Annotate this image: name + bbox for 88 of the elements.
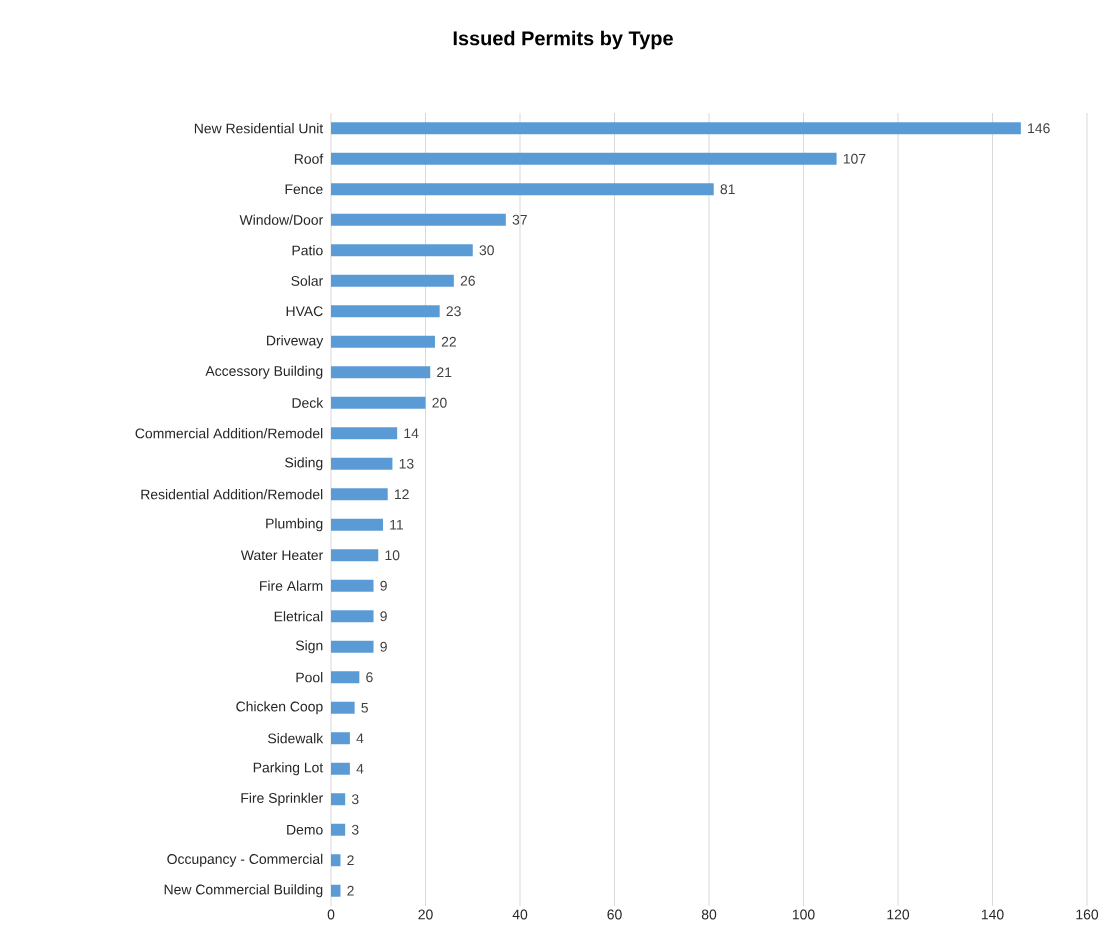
- bar: [331, 762, 350, 775]
- data-label: 5: [361, 702, 369, 713]
- data-label: 146: [1028, 123, 1050, 134]
- y-tick-label: Chicken Coop: [236, 701, 323, 715]
- data-label: 13: [399, 458, 414, 469]
- data-label: 2: [347, 855, 354, 866]
- y-tick-label: Demo: [287, 824, 323, 835]
- bar: [331, 701, 355, 714]
- data-label: 21: [437, 367, 452, 378]
- bar: [331, 579, 374, 592]
- y-tick-label: Water Heater: [240, 550, 323, 561]
- data-label: 37: [512, 214, 527, 225]
- bar: [331, 335, 435, 348]
- x-tick-label: 20: [418, 909, 433, 920]
- data-label: 81: [720, 184, 735, 195]
- y-tick-label: Residential Addition/Remodel: [141, 489, 323, 500]
- y-tick-label: Plumbing: [266, 518, 323, 532]
- bar: [331, 213, 506, 226]
- data-label: 9: [380, 580, 387, 591]
- data-label: 2: [347, 885, 354, 896]
- data-label: 3: [351, 824, 359, 835]
- bar: [331, 823, 346, 836]
- x-tick-label: 40: [512, 909, 528, 920]
- y-tick-label: Siding: [285, 457, 323, 471]
- x-tick-label: 160: [1076, 909, 1099, 920]
- bar: [331, 549, 379, 562]
- bar: [331, 396, 426, 409]
- data-label: 107: [843, 153, 866, 164]
- y-tick-label: Driveway: [267, 335, 324, 349]
- data-label: 4: [356, 733, 364, 744]
- data-label: 4: [356, 763, 364, 774]
- data-label: 30: [479, 245, 494, 256]
- bar: [331, 518, 383, 531]
- bar: [331, 457, 393, 470]
- data-label: 10: [385, 550, 400, 561]
- data-label: 3: [351, 794, 359, 805]
- y-tick-label: Eletrical: [274, 611, 323, 622]
- chart-title: Issued Permits by Type: [453, 30, 673, 50]
- bar: [331, 152, 837, 165]
- y-tick-label: Window/Door: [239, 214, 323, 225]
- x-tick-label: 0: [327, 909, 335, 920]
- y-tick-label: Occupancy - Commercial: [167, 853, 323, 867]
- bar: [331, 732, 350, 745]
- y-tick-label: Deck: [292, 397, 324, 408]
- x-tick-label: 120: [887, 909, 910, 920]
- bar: [331, 671, 360, 684]
- bar: [331, 854, 341, 867]
- bar: [331, 274, 454, 287]
- bar: [331, 427, 398, 440]
- bar: [331, 122, 1021, 135]
- data-label: 6: [366, 672, 373, 683]
- bar: [331, 244, 473, 257]
- bar: [331, 884, 341, 897]
- data-label: 9: [380, 641, 387, 652]
- y-tick-label: Fire Sprinkler: [241, 792, 323, 806]
- data-label: 22: [441, 336, 456, 347]
- y-tick-label: New Commercial Building: [164, 884, 323, 898]
- data-label: 9: [380, 611, 387, 622]
- y-tick-label: Pool: [296, 672, 323, 683]
- data-label: 14: [404, 428, 419, 439]
- y-tick-label: Parking Lot: [253, 762, 324, 776]
- bar: [331, 366, 431, 379]
- y-tick-label: Patio: [292, 245, 323, 256]
- y-tick-label: Sidewalk: [268, 733, 324, 744]
- y-tick-label: New Residential Unit: [194, 123, 324, 134]
- y-tick-label: Commercial Addition/Remodel: [135, 428, 323, 439]
- data-label: 12: [394, 489, 409, 500]
- y-tick-label: Roof: [294, 153, 324, 164]
- x-tick-label: 60: [607, 909, 622, 920]
- y-tick-label: Accessory Building: [205, 365, 323, 379]
- y-tick-label: HVAC: [286, 306, 323, 317]
- data-label: 23: [446, 306, 461, 317]
- bar: [331, 610, 374, 623]
- x-tick-label: 80: [701, 909, 717, 920]
- x-tick-label: 100: [792, 909, 815, 920]
- data-label: 11: [390, 519, 403, 530]
- x-tick-label: 140: [981, 909, 1004, 920]
- data-label: 20: [432, 397, 447, 408]
- y-tick-label: Solar: [291, 275, 324, 286]
- bar: [331, 488, 388, 501]
- y-tick-label: Fire Alarm: [260, 580, 323, 591]
- bar: [331, 793, 346, 806]
- bar: [331, 183, 714, 196]
- y-tick-label: Sign: [295, 640, 323, 654]
- bar: [331, 640, 374, 653]
- y-tick-label: Fence: [285, 184, 323, 195]
- data-label: 26: [460, 275, 475, 286]
- bar: [331, 305, 440, 318]
